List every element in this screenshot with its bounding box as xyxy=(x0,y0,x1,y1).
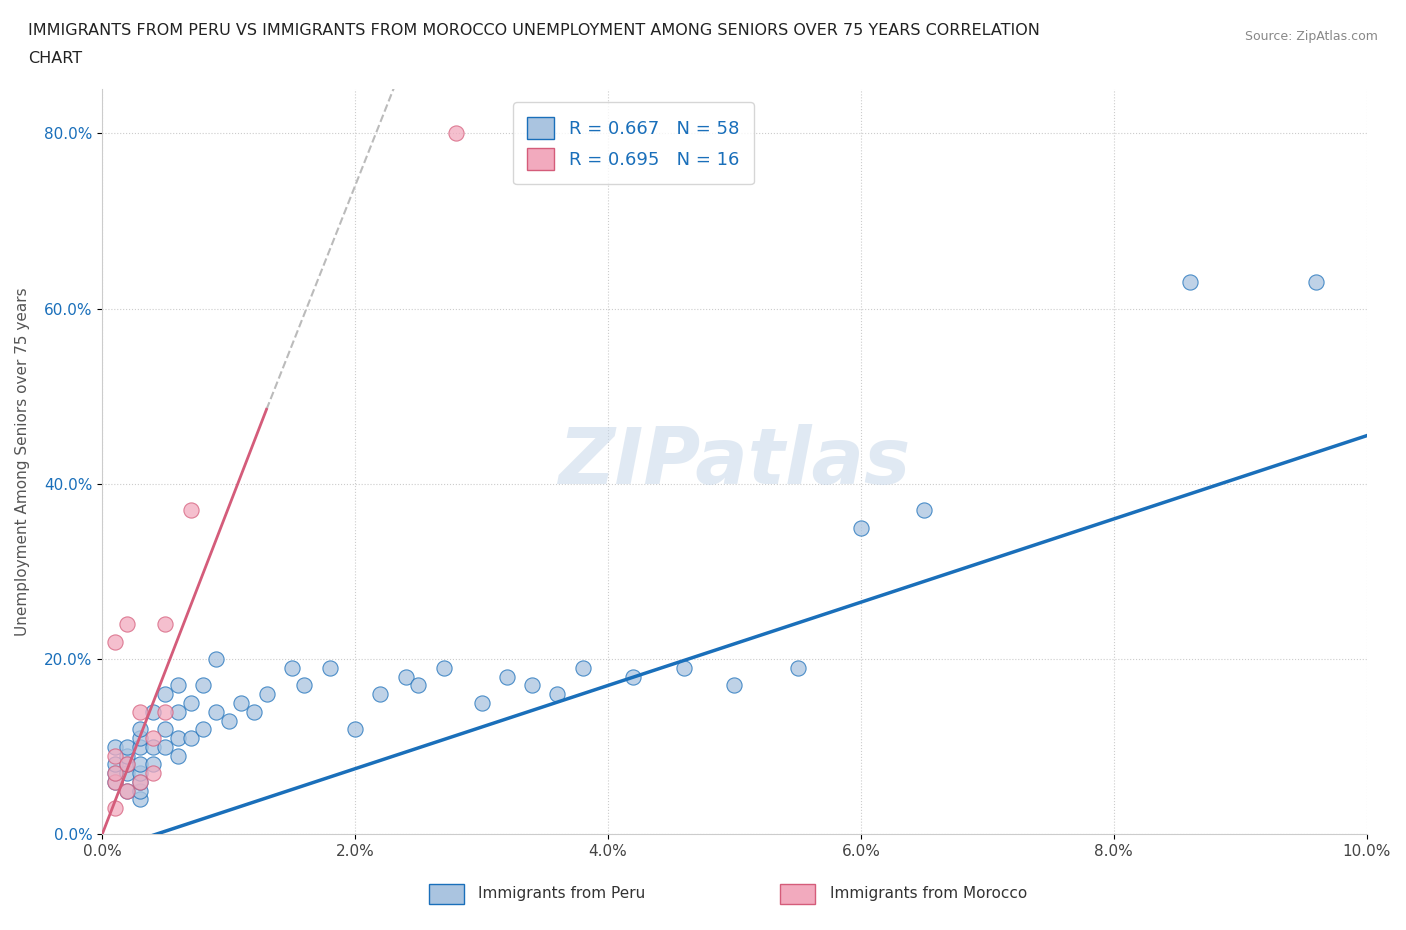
Point xyxy=(129,731,152,746)
Point xyxy=(193,722,215,737)
Text: Source: ZipAtlas.com: Source: ZipAtlas.com xyxy=(1244,30,1378,43)
Point xyxy=(117,783,139,798)
Point xyxy=(432,660,454,675)
Point xyxy=(495,670,517,684)
Point xyxy=(129,765,152,780)
Point xyxy=(117,757,139,772)
Point xyxy=(344,722,367,737)
Point xyxy=(104,775,127,790)
Point xyxy=(395,670,418,684)
Point xyxy=(129,722,152,737)
Point xyxy=(155,686,177,701)
Point xyxy=(117,783,139,798)
Text: Immigrants from Peru: Immigrants from Peru xyxy=(478,886,645,901)
Point xyxy=(1305,274,1327,289)
Point xyxy=(155,617,177,631)
Point xyxy=(155,704,177,719)
Point xyxy=(129,775,152,790)
Point xyxy=(104,775,127,790)
Y-axis label: Unemployment Among Seniors over 75 years: Unemployment Among Seniors over 75 years xyxy=(15,287,30,636)
Point xyxy=(546,686,568,701)
Point xyxy=(167,678,190,693)
Point xyxy=(294,678,316,693)
Point xyxy=(155,739,177,754)
Point xyxy=(180,503,202,518)
Point xyxy=(104,765,127,780)
Point xyxy=(205,652,228,667)
Point xyxy=(167,731,190,746)
Point xyxy=(408,678,430,693)
Point xyxy=(142,731,165,746)
Text: IMMIGRANTS FROM PERU VS IMMIGRANTS FROM MOROCCO UNEMPLOYMENT AMONG SENIORS OVER : IMMIGRANTS FROM PERU VS IMMIGRANTS FROM … xyxy=(28,23,1040,38)
Point xyxy=(672,660,695,675)
Point xyxy=(142,757,165,772)
Point xyxy=(117,748,139,763)
Point xyxy=(129,757,152,772)
Point xyxy=(281,660,304,675)
Point xyxy=(104,748,127,763)
Point xyxy=(621,670,644,684)
Point xyxy=(167,704,190,719)
Point xyxy=(205,704,228,719)
Point xyxy=(129,792,152,807)
Point xyxy=(256,686,278,701)
Point xyxy=(786,660,808,675)
Text: CHART: CHART xyxy=(28,51,82,66)
Point xyxy=(1178,274,1201,289)
Point xyxy=(723,678,745,693)
Point xyxy=(142,704,165,719)
Point xyxy=(104,634,127,649)
Point xyxy=(470,696,492,711)
Point xyxy=(167,748,190,763)
Point xyxy=(129,739,152,754)
Point xyxy=(193,678,215,693)
Point xyxy=(142,739,165,754)
Point xyxy=(444,126,467,140)
Point xyxy=(129,704,152,719)
Point xyxy=(155,722,177,737)
Point xyxy=(117,617,139,631)
Point xyxy=(912,503,935,518)
Point xyxy=(117,757,139,772)
Point xyxy=(180,696,202,711)
Point xyxy=(218,713,240,728)
Point xyxy=(104,801,127,816)
Point xyxy=(231,696,253,711)
Legend: R = 0.667   N = 58, R = 0.695   N = 16: R = 0.667 N = 58, R = 0.695 N = 16 xyxy=(513,102,754,184)
Point xyxy=(180,731,202,746)
Point xyxy=(571,660,593,675)
Point xyxy=(319,660,342,675)
Text: ZIPatlas: ZIPatlas xyxy=(558,424,911,500)
Point xyxy=(129,775,152,790)
Point xyxy=(370,686,392,701)
Point xyxy=(117,739,139,754)
Point xyxy=(243,704,266,719)
Point xyxy=(520,678,543,693)
Text: Immigrants from Morocco: Immigrants from Morocco xyxy=(830,886,1026,901)
Point xyxy=(104,765,127,780)
Point xyxy=(142,765,165,780)
Point xyxy=(117,765,139,780)
Point xyxy=(104,739,127,754)
Point xyxy=(849,520,872,535)
Point xyxy=(129,783,152,798)
Point xyxy=(104,757,127,772)
